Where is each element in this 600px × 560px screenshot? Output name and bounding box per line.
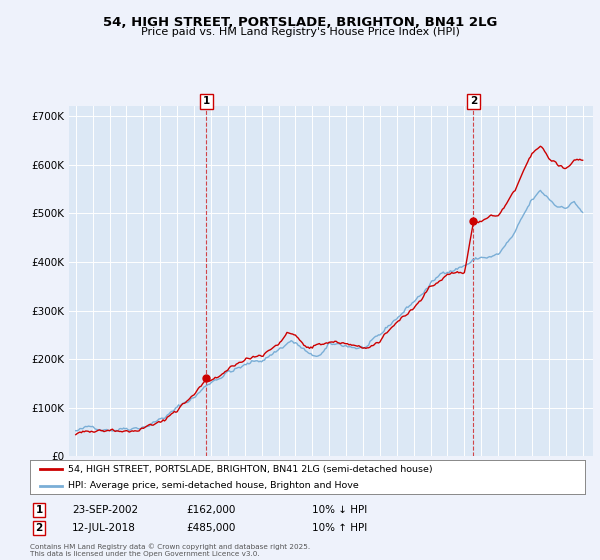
Text: £162,000: £162,000 — [186, 505, 235, 515]
Text: £485,000: £485,000 — [186, 523, 235, 533]
Text: 2: 2 — [470, 96, 477, 106]
Text: 2: 2 — [35, 523, 43, 533]
Text: Price paid vs. HM Land Registry's House Price Index (HPI): Price paid vs. HM Land Registry's House … — [140, 27, 460, 37]
Text: 1: 1 — [35, 505, 43, 515]
Text: 12-JUL-2018: 12-JUL-2018 — [72, 523, 136, 533]
Text: 10% ↓ HPI: 10% ↓ HPI — [312, 505, 367, 515]
Text: 23-SEP-2002: 23-SEP-2002 — [72, 505, 138, 515]
Text: 10% ↑ HPI: 10% ↑ HPI — [312, 523, 367, 533]
Text: 54, HIGH STREET, PORTSLADE, BRIGHTON, BN41 2LG: 54, HIGH STREET, PORTSLADE, BRIGHTON, BN… — [103, 16, 497, 29]
Text: HPI: Average price, semi-detached house, Brighton and Hove: HPI: Average price, semi-detached house,… — [68, 481, 358, 490]
Text: Contains HM Land Registry data © Crown copyright and database right 2025.
This d: Contains HM Land Registry data © Crown c… — [30, 544, 310, 557]
Text: 1: 1 — [203, 96, 210, 106]
Text: 54, HIGH STREET, PORTSLADE, BRIGHTON, BN41 2LG (semi-detached house): 54, HIGH STREET, PORTSLADE, BRIGHTON, BN… — [68, 465, 433, 474]
